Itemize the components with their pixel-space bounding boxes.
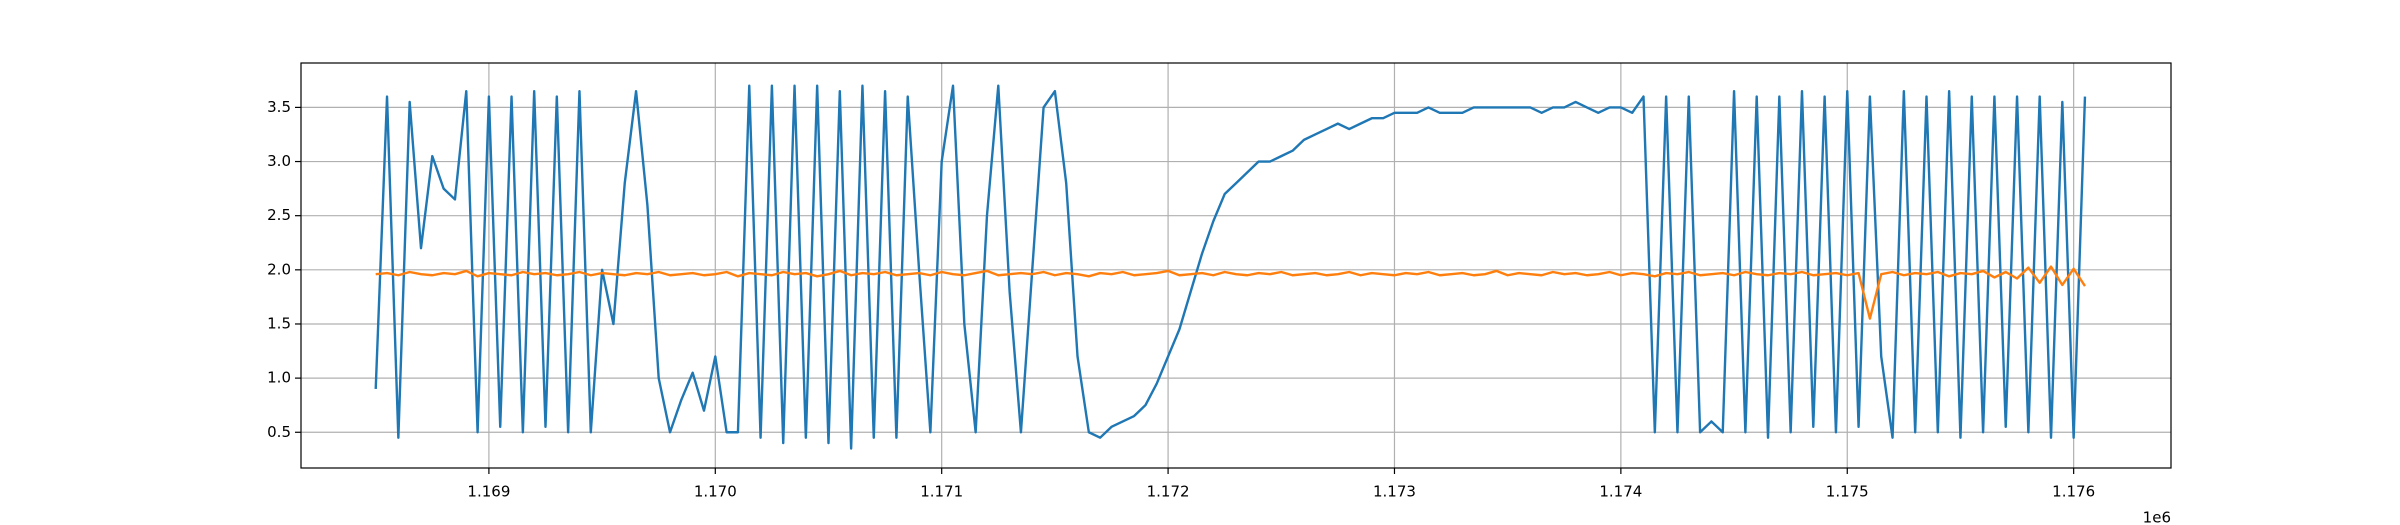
x-tick-label: 1.176	[2052, 483, 2095, 501]
y-tick-label: 3.0	[267, 152, 291, 170]
ticks: 1.169 1.170 1.171 1.172 1.173 1.174 1.175 1.176…	[267, 98, 2095, 501]
x-tick-label: 1.170	[694, 483, 737, 501]
x-offset-label: 1e6	[2143, 509, 2171, 525]
x-tick-label: 1.173	[1373, 483, 1416, 501]
y-tick-label: 0.5	[267, 423, 291, 441]
y-tick-label: 1.0	[267, 369, 291, 387]
y-tick-label: 2.5	[267, 206, 291, 224]
x-tick-label: 1.172	[1147, 483, 1190, 501]
x-tick-label: 1.169	[467, 483, 510, 501]
x-tick-label: 1.171	[920, 483, 963, 501]
series-line	[374, 84, 2087, 450]
x-tick-label: 1.174	[1599, 483, 1642, 501]
y-tick-label: 3.5	[267, 98, 291, 116]
y-tick-label: 1.5	[267, 314, 291, 332]
y-tick-label: 2.0	[267, 260, 291, 278]
plot-area	[374, 84, 2087, 450]
series-line	[375, 265, 2086, 320]
x-tick-label: 1.175	[1826, 483, 1869, 501]
axes-frame	[300, 62, 2172, 469]
